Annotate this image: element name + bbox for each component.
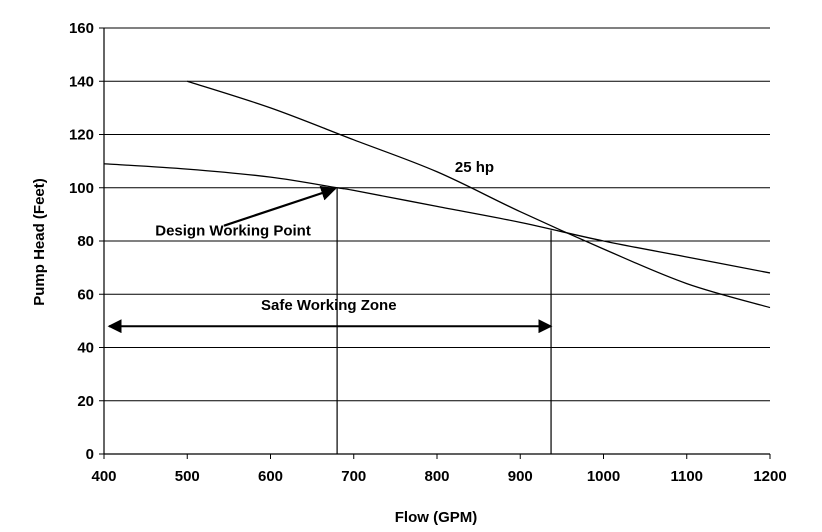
annotations: 25 hp Design Working Point Safe Working Zo… [107,159,553,334]
reference-lines [336,187,552,454]
y-tick-label-60: 60 [77,286,94,303]
x-tick-label-1200: 1200 [753,468,786,485]
y-tick-label-140: 140 [69,73,94,90]
grid-lines [104,27,770,402]
x-tick-label-800: 800 [424,468,449,485]
annotation-label-3: Safe Working Zone [261,297,397,314]
x-axis-title: Flow (GPM) [395,509,478,526]
y-tick-label-0: 0 [86,446,94,463]
x-tick-label-400: 400 [91,468,116,485]
y-tick-label-100: 100 [69,180,94,197]
x-tick-label-900: 900 [508,468,533,485]
y-axis-title: Pump Head (Feet) [31,178,48,306]
x-tick-label-1100: 1100 [670,468,703,485]
x-tick-label-1000: 1000 [587,468,620,485]
design-point-arrow [223,185,337,227]
annotation-label-2: Design Working Point [155,223,311,240]
x-tick-label-600: 600 [258,468,283,485]
tick-labels: 0 20 40 60 80 100 120 140 160 400 500 600 700 800 900 1… [69,20,787,485]
y-tick-label-80: 80 [77,233,94,250]
axes [99,27,771,459]
y-tick-label-40: 40 [77,340,94,357]
y-tick-label-120: 120 [69,127,94,144]
series-line-1 [187,80,771,309]
series-lines [103,80,771,309]
x-tick-label-700: 700 [341,468,366,485]
annotation-label-1: 25 hp [455,159,494,176]
y-tick-label-160: 160 [69,20,94,37]
x-tick-label-500: 500 [175,468,200,485]
series-line-2 [103,163,771,274]
y-tick-label-20: 20 [77,393,94,410]
